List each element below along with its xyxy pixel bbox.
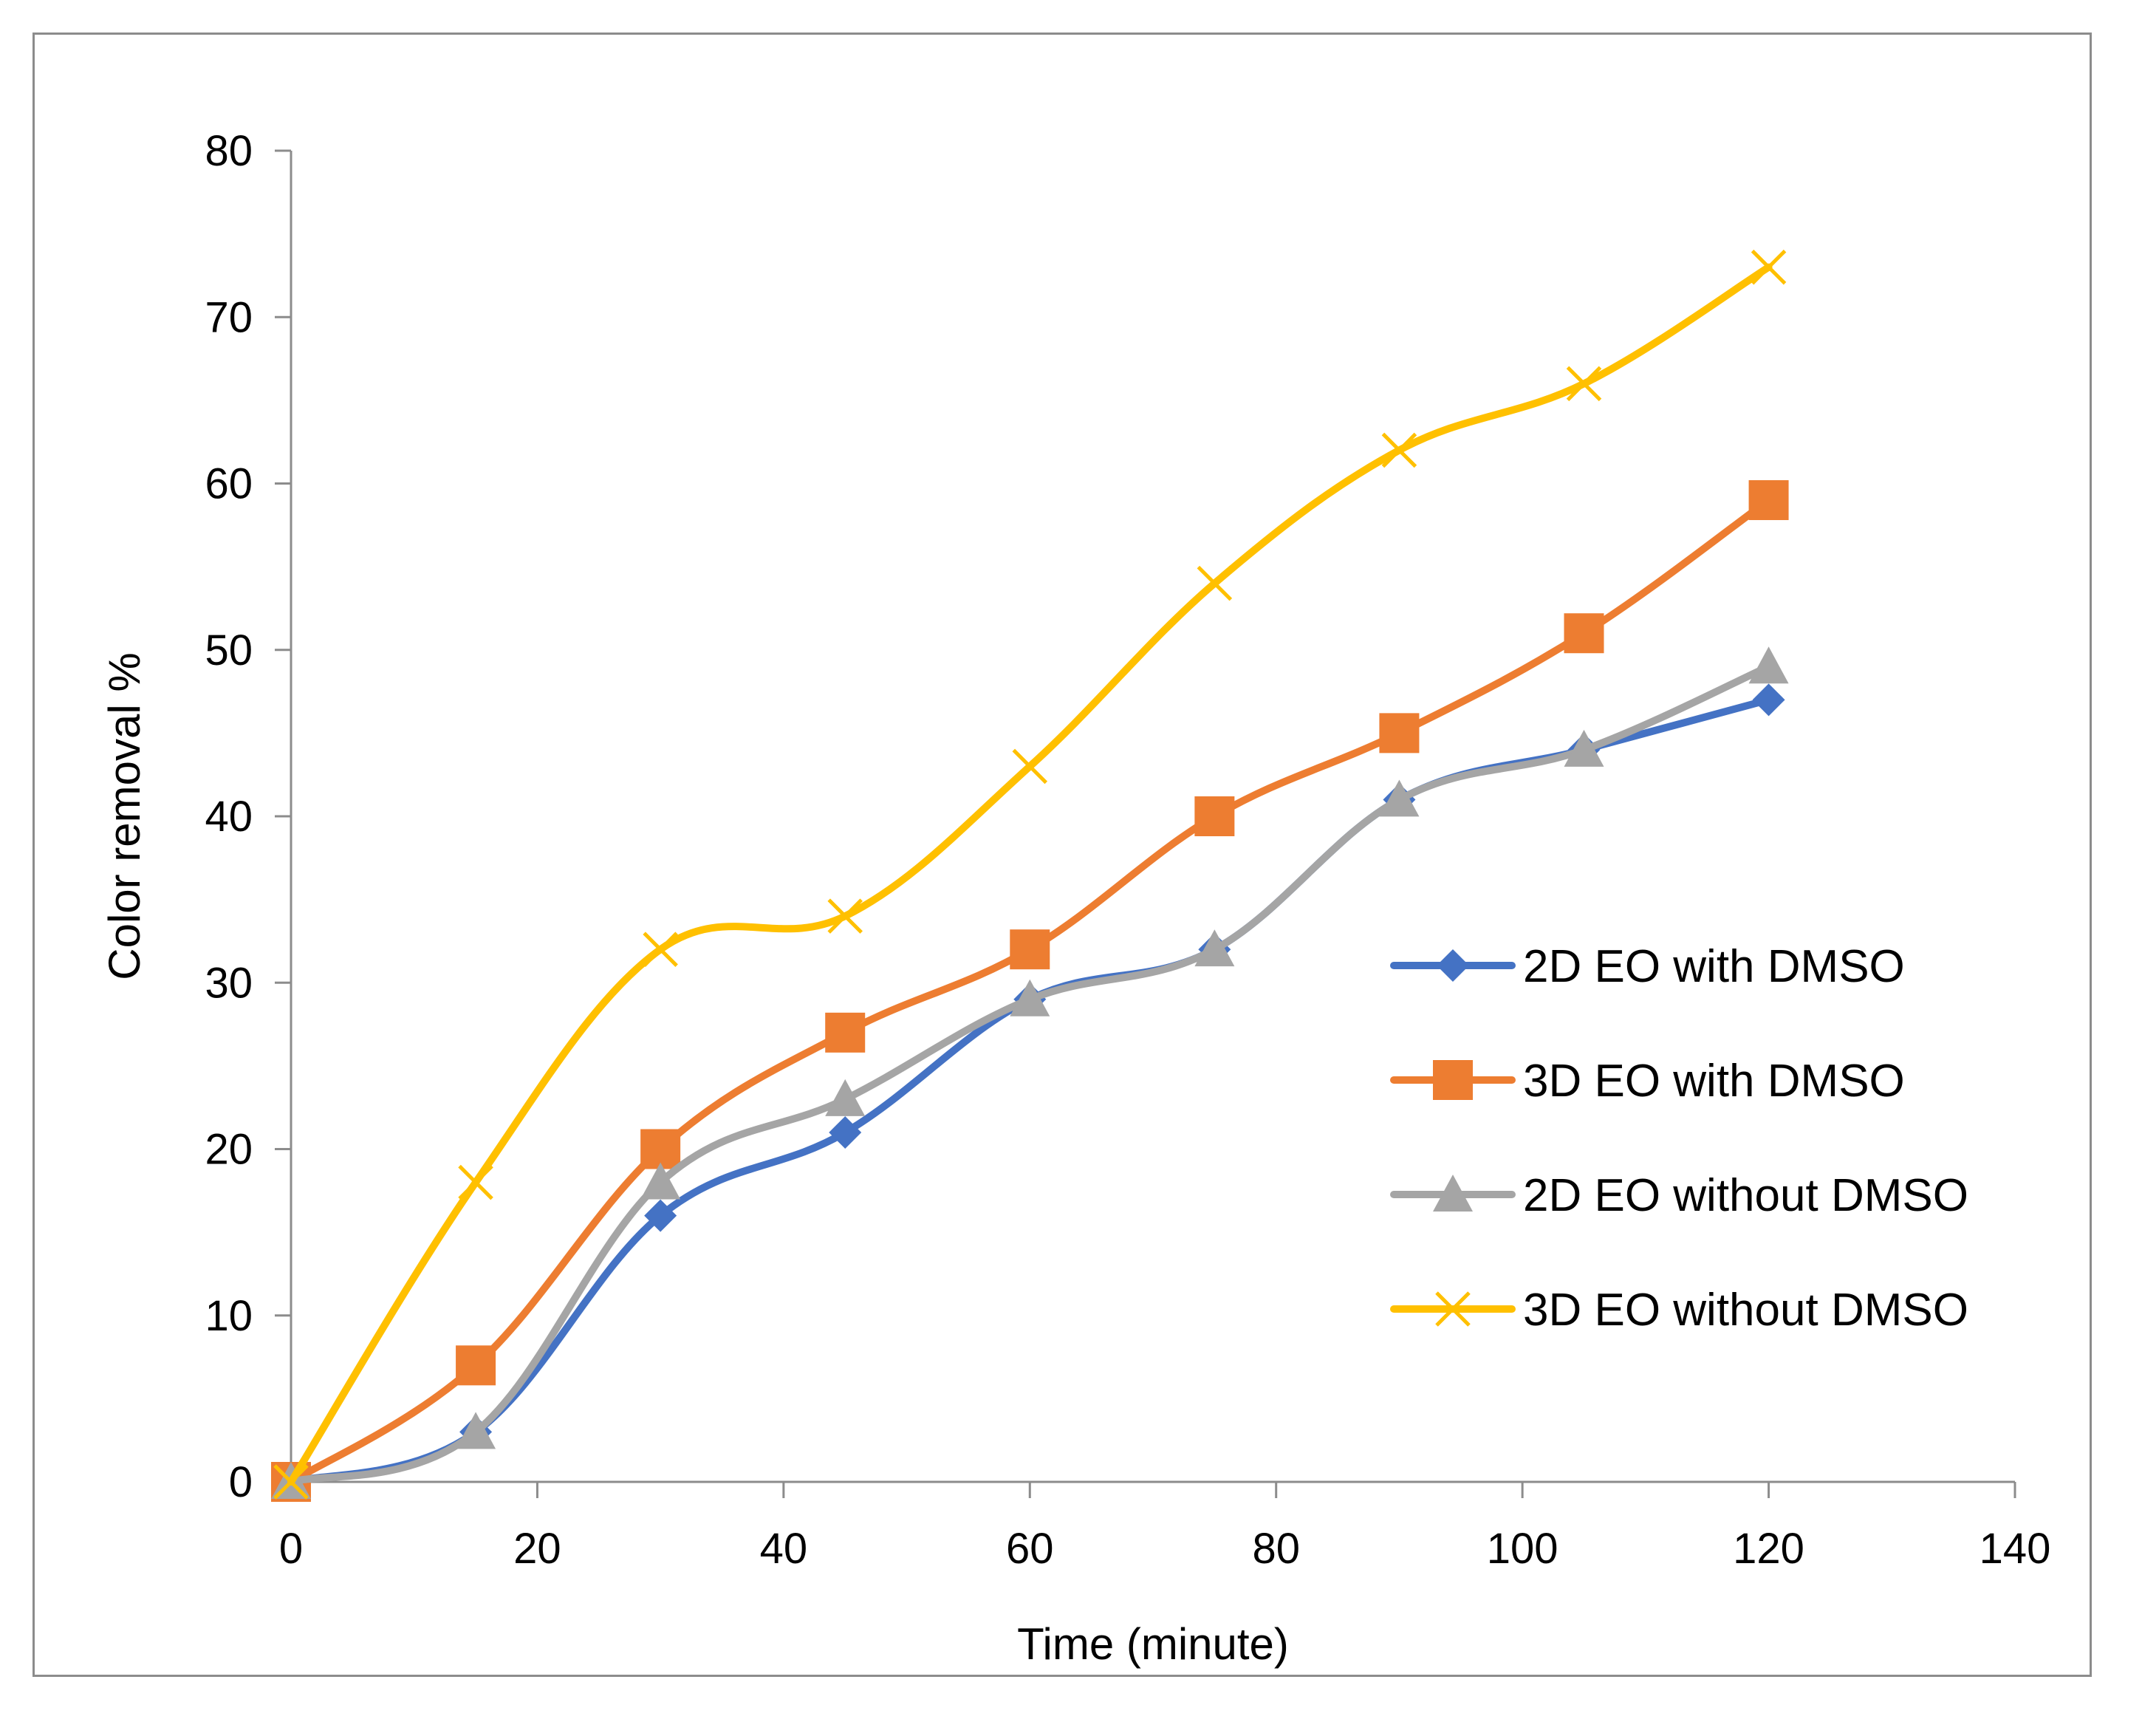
legend-label: 2D EO without DMSO — [1523, 1170, 1968, 1221]
y-tick-label: 50 — [205, 626, 253, 674]
legend-label: 3D EO with DMSO — [1523, 1056, 1905, 1107]
y-tick-label: 80 — [205, 127, 253, 175]
data-point — [1379, 779, 1420, 817]
y-tick-label: 0 — [229, 1458, 253, 1506]
x-tick-label: 140 — [1980, 1525, 2051, 1573]
data-point — [829, 1115, 862, 1149]
data-point — [1748, 646, 1789, 684]
data-point — [1564, 613, 1604, 654]
chart-frame: 0 10 20 30 40 50 60 70 80 0 20 40 60 80 100 120 140 Tim… — [32, 33, 2092, 1677]
y-axis-title: Color removal % — [100, 652, 149, 980]
data-point — [1564, 729, 1604, 767]
legend-item: 2D EO without DMSO — [1390, 1170, 1968, 1221]
x-ticks: 0 20 40 60 80 100 120 140 — [279, 1482, 2051, 1573]
data-point — [643, 932, 678, 967]
legend-swatch-marker — [1435, 1291, 1471, 1327]
data-point — [456, 1345, 496, 1386]
data-point — [644, 1199, 677, 1232]
series-line — [287, 263, 1773, 1486]
data-point — [825, 1079, 866, 1116]
y-tick-label: 70 — [205, 293, 253, 341]
axes: 0 10 20 30 40 50 60 70 80 0 20 40 60 80 100 120 140 — [205, 127, 2050, 1573]
x-tick-label: 40 — [760, 1525, 808, 1573]
y-tick-label: 10 — [205, 1292, 253, 1340]
x-tick-label: 0 — [279, 1525, 303, 1573]
x-tick-label: 20 — [513, 1525, 561, 1573]
data-point — [1748, 480, 1789, 521]
data-point — [1012, 748, 1048, 785]
legend-label: 2D EO with DMSO — [1523, 941, 1905, 992]
series-layer — [271, 249, 1789, 1502]
data-point — [1194, 796, 1235, 836]
data-point — [1379, 713, 1420, 753]
series-2 — [271, 480, 1789, 1502]
data-point — [640, 1162, 681, 1200]
legend-item: 3D EO without DMSO — [1390, 1285, 1968, 1336]
data-point — [1566, 366, 1602, 402]
data-point — [825, 1012, 866, 1053]
data-point — [456, 1412, 496, 1449]
y-tick-label: 40 — [205, 793, 253, 841]
data-point — [640, 1129, 681, 1169]
legend-swatch-marker — [1433, 1060, 1473, 1100]
x-tick-label: 100 — [1487, 1525, 1558, 1573]
data-point — [1194, 929, 1235, 967]
data-point — [1381, 432, 1417, 468]
legend-item: 3D EO with DMSO — [1390, 1056, 1905, 1107]
x-tick-label: 60 — [1006, 1525, 1054, 1573]
data-point — [1751, 249, 1787, 285]
data-point — [1752, 683, 1785, 717]
legend-swatch-marker — [1433, 1175, 1473, 1212]
x-tick-label: 120 — [1733, 1525, 1804, 1573]
data-point — [458, 1164, 493, 1200]
series-4 — [273, 249, 1787, 1500]
x-axis-title: Time (minute) — [1017, 1619, 1289, 1669]
y-tick-label: 60 — [205, 460, 253, 508]
legend-swatch-marker — [1437, 949, 1469, 982]
data-point — [1197, 565, 1233, 601]
y-tick-label: 20 — [205, 1126, 253, 1174]
data-point — [1010, 979, 1050, 1016]
data-point — [273, 1464, 309, 1500]
x-tick-label: 80 — [1252, 1525, 1300, 1573]
data-point — [827, 898, 863, 934]
data-point — [1010, 929, 1050, 970]
legend-label: 3D EO without DMSO — [1523, 1285, 1968, 1336]
legend-item: 2D EO with DMSO — [1390, 941, 1905, 992]
y-ticks: 0 10 20 30 40 50 60 70 80 — [205, 127, 291, 1506]
legend: 2D EO with DMSO 3D EO with DMSO 2D EO with… — [1390, 941, 1968, 1336]
line-chart: 0 10 20 30 40 50 60 70 80 0 20 40 60 80 100 120 140 Tim… — [100, 127, 2050, 1669]
y-tick-label: 30 — [205, 959, 253, 1007]
